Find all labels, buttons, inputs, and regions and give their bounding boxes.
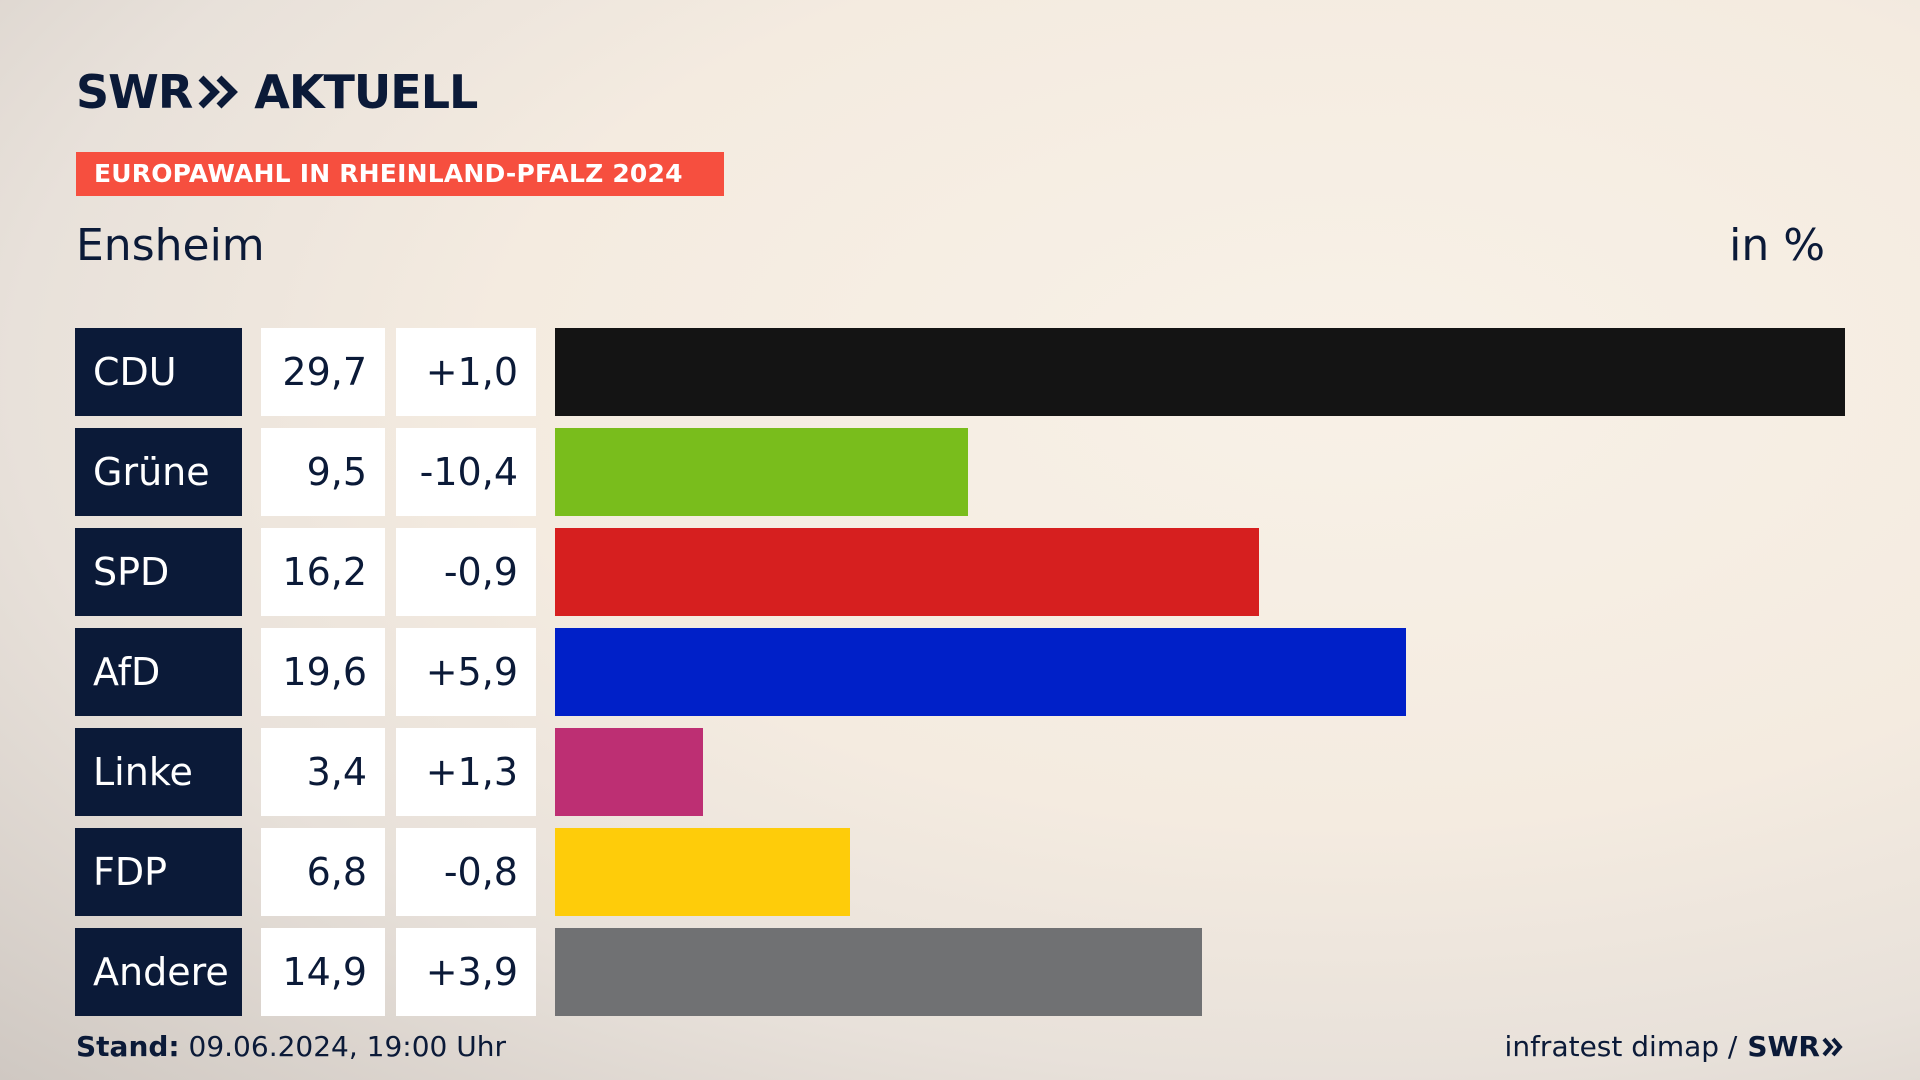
value-label-afd: 19,6 xyxy=(261,628,385,716)
region-title: Ensheim xyxy=(76,220,265,271)
unit-label: in % xyxy=(1729,220,1825,271)
bar-afd xyxy=(555,628,1406,716)
change-label-gr-ne: -10,4 xyxy=(396,428,536,516)
party-label-cdu: CDU xyxy=(75,328,242,416)
swr-small-logo: SWR xyxy=(1747,1030,1844,1063)
bar-cdu xyxy=(555,328,1845,416)
party-label-fdp: FDP xyxy=(75,828,242,916)
value-label-gr-ne: 9,5 xyxy=(261,428,385,516)
stand-label: Stand: xyxy=(76,1030,180,1063)
bar-linke xyxy=(555,728,703,816)
value-label-spd: 16,2 xyxy=(261,528,385,616)
party-label-linke: Linke xyxy=(75,728,242,816)
election-tag: EUROPAWAHL IN RHEINLAND-PFALZ 2024 xyxy=(76,152,724,196)
party-label-gr-ne: Grüne xyxy=(75,428,242,516)
bar-spd xyxy=(555,528,1259,616)
swr-aktuell-logo: SWR AKTUELL xyxy=(76,64,478,120)
value-label-andere: 14,9 xyxy=(261,928,385,1016)
change-label-linke: +1,3 xyxy=(396,728,536,816)
stand-value: 09.06.2024, 19:00 Uhr xyxy=(188,1030,506,1063)
change-label-fdp: -0,8 xyxy=(396,828,536,916)
party-label-afd: AfD xyxy=(75,628,242,716)
swr-small-brand: SWR xyxy=(1747,1030,1820,1063)
double-chevron-icon xyxy=(198,75,239,109)
value-label-cdu: 29,7 xyxy=(261,328,385,416)
value-label-linke: 3,4 xyxy=(261,728,385,816)
bar-andere xyxy=(555,928,1202,1016)
change-label-cdu: +1,0 xyxy=(396,328,536,416)
bar-fdp xyxy=(555,828,850,916)
double-chevron-small-icon xyxy=(1822,1037,1843,1056)
logo-product: AKTUELL xyxy=(254,65,478,119)
logo-brand: SWR xyxy=(76,65,193,119)
change-label-andere: +3,9 xyxy=(396,928,536,1016)
timestamp: Stand: 09.06.2024, 19:00 Uhr xyxy=(76,1030,506,1063)
source-text: infratest dimap / xyxy=(1504,1030,1738,1063)
bar-gr-ne xyxy=(555,428,968,516)
change-label-afd: +5,9 xyxy=(396,628,536,716)
value-label-fdp: 6,8 xyxy=(261,828,385,916)
change-label-spd: -0,9 xyxy=(396,528,536,616)
party-label-spd: SPD xyxy=(75,528,242,616)
source-credit: infratest dimap / SWR xyxy=(1505,1030,1844,1063)
party-label-andere: Andere xyxy=(75,928,242,1016)
